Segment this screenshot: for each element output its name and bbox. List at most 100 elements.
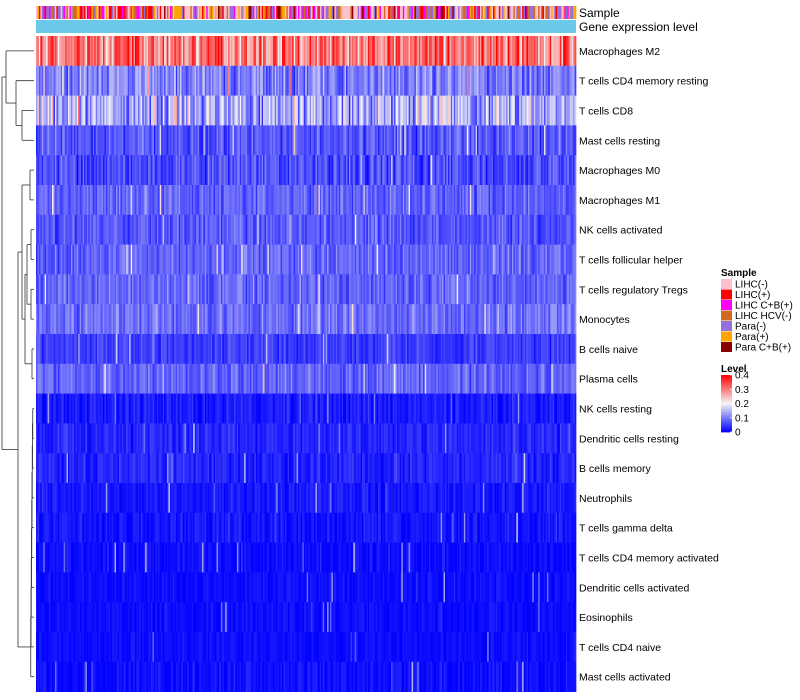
heatmap-cell bbox=[458, 334, 460, 365]
heatmap-cell bbox=[558, 36, 561, 67]
heatmap-cell bbox=[479, 95, 482, 126]
heatmap-cell bbox=[152, 334, 155, 365]
heatmap-cell bbox=[132, 125, 134, 156]
sample-annotation-cell bbox=[404, 6, 407, 19]
heatmap-cell bbox=[530, 274, 533, 305]
heatmap-cell bbox=[158, 393, 161, 424]
heatmap-cell bbox=[126, 363, 129, 394]
sample-annotation-cell bbox=[325, 6, 328, 19]
heatmap-cell bbox=[519, 304, 522, 335]
heatmap-cell bbox=[111, 214, 114, 245]
heatmap-cell bbox=[43, 125, 46, 156]
heatmap-cell bbox=[82, 185, 85, 216]
sample-annotation-cell bbox=[324, 6, 326, 19]
heatmap-cell bbox=[84, 95, 86, 126]
heatmap-cell bbox=[232, 304, 235, 335]
heatmap-cell bbox=[279, 214, 281, 245]
heatmap-cell bbox=[468, 304, 471, 335]
heatmap-cell bbox=[469, 214, 472, 245]
heatmap-cell bbox=[424, 155, 427, 186]
heatmap-cell bbox=[91, 185, 94, 216]
heatmap-cell bbox=[338, 36, 341, 67]
sample-annotation-cell bbox=[549, 6, 552, 19]
heatmap-cell bbox=[367, 334, 370, 365]
heatmap-cell bbox=[471, 334, 474, 365]
heatmap-cell bbox=[394, 95, 396, 126]
heatmap-cell bbox=[386, 125, 389, 156]
heatmap-cell bbox=[264, 304, 267, 335]
heatmap-cell bbox=[196, 65, 198, 96]
heatmap-cell bbox=[280, 244, 283, 275]
heatmap-cell bbox=[229, 334, 232, 365]
heatmap-cell bbox=[335, 274, 338, 305]
heatmap-cell bbox=[296, 65, 299, 96]
heatmap-cell bbox=[359, 274, 361, 305]
heatmap-cell bbox=[552, 95, 555, 126]
heatmap-cell bbox=[415, 185, 418, 216]
heatmap-cell bbox=[354, 36, 357, 67]
heatmap-cell bbox=[430, 244, 433, 275]
heatmap-cell bbox=[68, 334, 70, 365]
heatmap-cell bbox=[442, 95, 444, 126]
heatmap-cell bbox=[574, 125, 577, 156]
heatmap-cell bbox=[78, 125, 81, 156]
sample-annotation-cell bbox=[517, 6, 520, 19]
heatmap-cell bbox=[228, 393, 230, 424]
heatmap-cell bbox=[53, 125, 56, 156]
heatmap-cell bbox=[199, 65, 201, 96]
heatmap-cell bbox=[248, 393, 251, 424]
heatmap-cell bbox=[495, 155, 498, 186]
heatmap-cell bbox=[299, 304, 302, 335]
heatmap-cell bbox=[38, 36, 41, 67]
heatmap-cell bbox=[187, 36, 190, 67]
heatmap-cell bbox=[380, 214, 383, 245]
heatmap-cell bbox=[249, 125, 252, 156]
heatmap-cell bbox=[456, 214, 459, 245]
heatmap-cell bbox=[75, 155, 78, 186]
heatmap-cell bbox=[548, 155, 551, 186]
heatmap-cell bbox=[263, 244, 265, 275]
heatmap-cell bbox=[564, 36, 567, 67]
heatmap-cell bbox=[38, 274, 41, 305]
heatmap-cell bbox=[353, 214, 356, 245]
heatmap-cell bbox=[541, 36, 543, 67]
heatmap-cell bbox=[574, 65, 577, 96]
heatmap-cell bbox=[376, 363, 379, 394]
heatmap-cell bbox=[188, 363, 191, 394]
heatmap-cell bbox=[412, 95, 415, 126]
heatmap-cell bbox=[108, 274, 111, 305]
heatmap-cell bbox=[546, 334, 549, 365]
heatmap-cell bbox=[165, 274, 168, 305]
heatmap-cell bbox=[398, 274, 401, 305]
heatmap-cell bbox=[568, 214, 571, 245]
heatmap-cell bbox=[216, 244, 219, 275]
heatmap-cell bbox=[356, 95, 359, 126]
heatmap-cell bbox=[481, 274, 484, 305]
heatmap-cell bbox=[185, 274, 188, 305]
heatmap-cell bbox=[573, 334, 575, 365]
heatmap-cell bbox=[299, 125, 302, 156]
heatmap-cell bbox=[348, 125, 351, 156]
heatmap-cell bbox=[183, 155, 185, 186]
heatmap-cell bbox=[242, 363, 245, 394]
heatmap-cell bbox=[519, 274, 522, 305]
heatmap-cell bbox=[324, 36, 326, 67]
heatmap-cell bbox=[398, 36, 401, 67]
heatmap-cell bbox=[242, 125, 245, 156]
heatmap-cell bbox=[191, 95, 194, 126]
heatmap-cell bbox=[140, 95, 143, 126]
heatmap-cell bbox=[376, 274, 379, 305]
heatmap-cell bbox=[104, 155, 107, 186]
heatmap-cell bbox=[68, 155, 70, 186]
heatmap-cell bbox=[471, 185, 474, 216]
heatmap-cell bbox=[395, 125, 398, 156]
heatmap-cell bbox=[36, 36, 38, 67]
heatmap-cell bbox=[490, 36, 492, 67]
heatmap-cell bbox=[229, 393, 232, 424]
heatmap-cell bbox=[327, 36, 329, 67]
heatmap-cell bbox=[458, 125, 460, 156]
heatmap-cell bbox=[81, 155, 83, 186]
heatmap-cell bbox=[69, 155, 72, 186]
heatmap-cell bbox=[101, 334, 104, 365]
heatmap-cell bbox=[63, 244, 66, 275]
